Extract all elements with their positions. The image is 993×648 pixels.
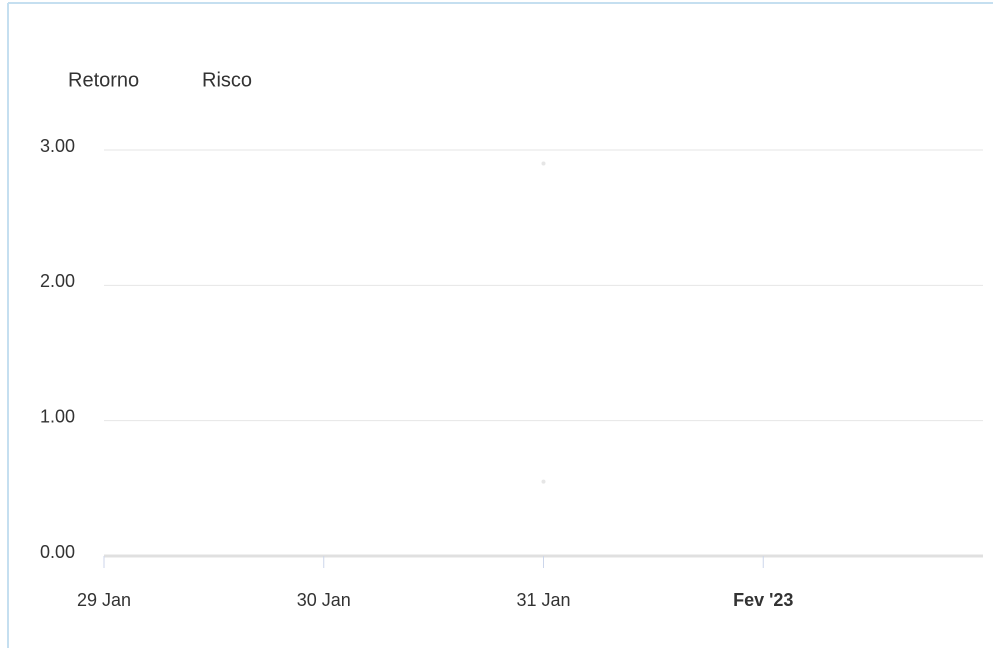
point [541, 479, 546, 484]
y-tick-label: 1.00 [40, 406, 75, 426]
x-tick-label: 31 Jan [516, 590, 570, 610]
point [541, 161, 546, 166]
y-tick-label: 2.00 [40, 271, 75, 291]
x-tick-label: Fev '23 [733, 590, 793, 610]
x-tick-label: 29 Jan [77, 590, 131, 610]
legend-item[interactable]: Risco [202, 69, 252, 91]
y-tick-label: 3.00 [40, 136, 75, 156]
y-tick-label: 0.00 [40, 542, 75, 562]
legend-item[interactable]: Retorno [68, 69, 139, 91]
x-tick-label: 30 Jan [297, 590, 351, 610]
